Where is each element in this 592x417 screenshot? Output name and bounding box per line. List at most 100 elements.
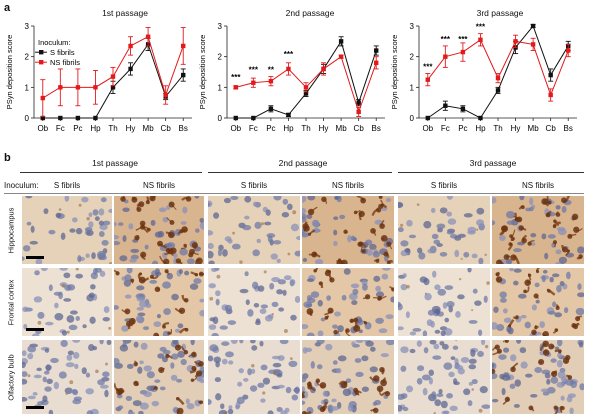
data-point-s-fibrils — [181, 72, 186, 78]
inoculum-label: Inoculum: — [4, 181, 39, 190]
nucleus — [550, 358, 557, 363]
nucleus — [351, 341, 356, 347]
stain-body — [527, 273, 532, 277]
nucleus — [45, 364, 51, 372]
nucleus — [260, 364, 268, 371]
nucleus — [256, 238, 262, 244]
nucleus — [333, 216, 339, 221]
nucleus — [85, 253, 90, 259]
nucleus — [361, 386, 369, 392]
stain-dot — [416, 203, 420, 207]
stain-body — [167, 331, 171, 335]
nucleus — [99, 340, 104, 345]
chart-3-title: 3rd passage — [476, 8, 524, 18]
nucleus — [382, 268, 391, 271]
nucleus — [251, 345, 258, 351]
micrograph-olfactory-bulb-col-5 — [398, 340, 490, 414]
y-tick-label: 1 — [218, 83, 223, 92]
nucleus — [549, 276, 554, 283]
nucleus — [122, 207, 130, 213]
nucleus — [492, 363, 495, 368]
data-point-s-fibrils — [251, 115, 256, 121]
stain-body — [313, 252, 317, 256]
stain-body — [175, 396, 180, 401]
nucleus — [85, 372, 91, 378]
nucleus — [326, 295, 331, 301]
stain-dot — [476, 228, 479, 231]
nucleus — [33, 296, 43, 303]
stain-body — [131, 196, 138, 203]
stain-dot — [471, 309, 474, 312]
data-point-ns-fibrils — [268, 79, 274, 84]
nucleus — [244, 215, 250, 220]
nucleus — [223, 197, 232, 204]
nucleus — [441, 343, 449, 350]
nucleus — [502, 308, 508, 314]
nucleus — [281, 211, 290, 218]
micrograph-frontal-cortex-col-1 — [22, 268, 112, 336]
stain-dot — [27, 374, 31, 378]
nucleus — [77, 255, 82, 263]
data-point-s-fibrils — [93, 115, 98, 121]
stain-body — [571, 322, 577, 329]
nucleus — [88, 212, 93, 218]
nucleus — [45, 321, 54, 326]
stain-body — [154, 386, 158, 390]
nucleus — [444, 285, 454, 290]
stain-body — [558, 350, 562, 354]
nucleus — [544, 372, 551, 379]
nucleus — [33, 374, 42, 379]
nucleus — [496, 324, 505, 331]
nucleus — [530, 393, 538, 398]
nucleus — [302, 257, 308, 262]
nucleus — [139, 360, 144, 365]
nucleus — [75, 316, 80, 321]
nucleus — [542, 269, 548, 274]
nucleus — [158, 207, 167, 213]
nucleus — [310, 361, 315, 369]
nucleus — [468, 319, 478, 324]
x-tick-label: Pc — [266, 124, 275, 133]
data-point-ns-fibrils — [40, 95, 45, 101]
significance-marker: *** — [423, 62, 433, 71]
nucleus — [30, 225, 35, 233]
nucleus — [443, 328, 453, 336]
nucleus — [126, 268, 133, 274]
nucleus — [215, 298, 220, 306]
line-chart-2nd-passage: 0 1 2 3 Ob Fc Pc Hp Th Hy Mb Cb Bs PSyn deposition sc… — [198, 22, 385, 133]
stain-body — [510, 236, 515, 241]
nucleus — [417, 365, 425, 372]
nucleus — [314, 258, 324, 264]
nucleus — [42, 395, 48, 403]
nucleus — [303, 301, 313, 308]
y-tick-label: 3 — [410, 22, 415, 31]
nucleus — [400, 346, 409, 354]
nucleus — [366, 249, 373, 256]
nucleus — [381, 273, 389, 280]
nucleus — [520, 314, 527, 319]
nucleus — [330, 406, 339, 411]
nucleus — [144, 244, 149, 250]
stain-body — [578, 254, 583, 259]
section-rule-3 — [398, 172, 584, 173]
nucleus — [273, 196, 282, 201]
data-point-ns-fibrils — [374, 60, 379, 65]
section-title-1: 1st passage — [92, 158, 138, 168]
stain-dot — [486, 281, 490, 285]
stain-body — [345, 328, 350, 333]
stain-body — [327, 307, 334, 314]
nucleus — [170, 362, 175, 369]
micrograph-olfactory-bulb-col-6 — [492, 340, 584, 414]
stain-body — [379, 223, 385, 229]
section-title-3: 3rd passage — [469, 158, 517, 168]
nucleus — [285, 386, 292, 394]
nucleus — [449, 405, 458, 411]
nucleus — [277, 279, 287, 285]
stain-body — [547, 200, 552, 205]
stain-body — [133, 361, 138, 367]
nucleus — [37, 401, 45, 406]
nucleus — [189, 283, 199, 290]
stain-body — [386, 241, 392, 247]
data-point-s-fibrils — [40, 115, 45, 121]
nucleus — [228, 405, 233, 410]
